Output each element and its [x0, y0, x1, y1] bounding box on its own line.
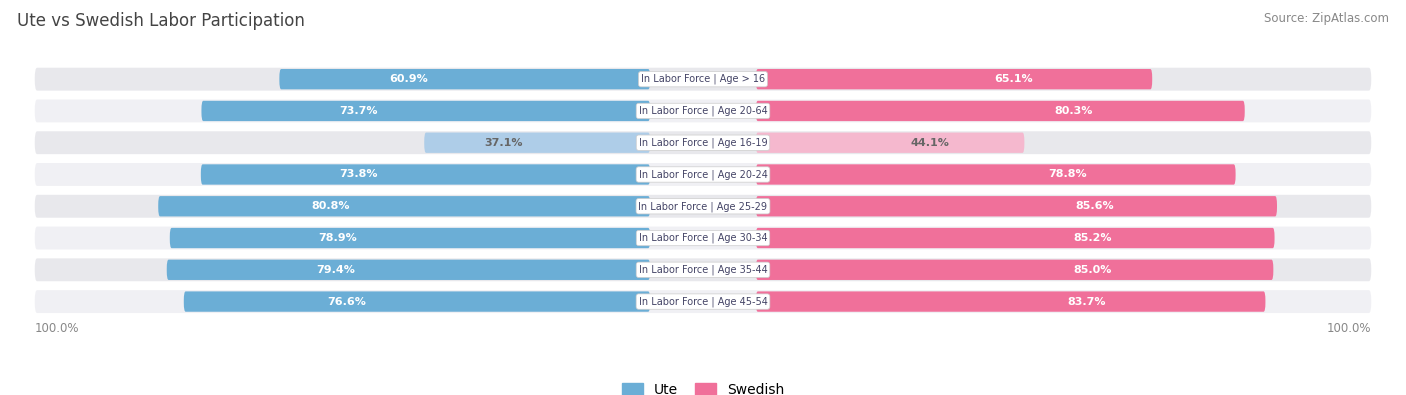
Text: 100.0%: 100.0%: [1327, 322, 1371, 335]
Text: In Labor Force | Age 45-54: In Labor Force | Age 45-54: [638, 296, 768, 307]
Legend: Ute, Swedish: Ute, Swedish: [621, 383, 785, 395]
FancyBboxPatch shape: [756, 260, 1274, 280]
FancyBboxPatch shape: [756, 292, 1265, 312]
FancyBboxPatch shape: [425, 133, 650, 153]
Text: In Labor Force | Age > 16: In Labor Force | Age > 16: [641, 74, 765, 85]
Text: 85.2%: 85.2%: [1074, 233, 1112, 243]
Text: In Labor Force | Age 35-44: In Labor Force | Age 35-44: [638, 265, 768, 275]
FancyBboxPatch shape: [35, 131, 1371, 154]
Text: In Labor Force | Age 16-19: In Labor Force | Age 16-19: [638, 137, 768, 148]
FancyBboxPatch shape: [756, 196, 1277, 216]
FancyBboxPatch shape: [35, 68, 1371, 90]
FancyBboxPatch shape: [35, 195, 1371, 218]
FancyBboxPatch shape: [756, 101, 1244, 121]
FancyBboxPatch shape: [756, 164, 1236, 184]
Text: 73.7%: 73.7%: [339, 106, 378, 116]
Text: 79.4%: 79.4%: [316, 265, 356, 275]
Text: 65.1%: 65.1%: [994, 74, 1033, 84]
Text: 100.0%: 100.0%: [35, 322, 79, 335]
Text: 85.6%: 85.6%: [1076, 201, 1114, 211]
Text: 76.6%: 76.6%: [328, 297, 367, 307]
Text: 80.3%: 80.3%: [1054, 106, 1092, 116]
FancyBboxPatch shape: [167, 260, 650, 280]
FancyBboxPatch shape: [35, 258, 1371, 281]
FancyBboxPatch shape: [159, 196, 650, 216]
Text: Source: ZipAtlas.com: Source: ZipAtlas.com: [1264, 12, 1389, 25]
Text: 78.8%: 78.8%: [1049, 169, 1087, 179]
Text: 85.0%: 85.0%: [1073, 265, 1111, 275]
Text: 37.1%: 37.1%: [484, 138, 523, 148]
FancyBboxPatch shape: [280, 69, 650, 89]
Text: 73.8%: 73.8%: [339, 169, 377, 179]
Text: 44.1%: 44.1%: [911, 138, 950, 148]
Text: In Labor Force | Age 25-29: In Labor Force | Age 25-29: [638, 201, 768, 211]
FancyBboxPatch shape: [35, 290, 1371, 313]
Text: Ute vs Swedish Labor Participation: Ute vs Swedish Labor Participation: [17, 12, 305, 30]
Text: 78.9%: 78.9%: [319, 233, 357, 243]
FancyBboxPatch shape: [201, 101, 650, 121]
FancyBboxPatch shape: [756, 69, 1152, 89]
Text: In Labor Force | Age 20-24: In Labor Force | Age 20-24: [638, 169, 768, 180]
FancyBboxPatch shape: [35, 100, 1371, 122]
FancyBboxPatch shape: [184, 292, 650, 312]
Text: 60.9%: 60.9%: [389, 74, 429, 84]
FancyBboxPatch shape: [170, 228, 650, 248]
FancyBboxPatch shape: [201, 164, 650, 184]
FancyBboxPatch shape: [756, 133, 1025, 153]
FancyBboxPatch shape: [756, 228, 1275, 248]
Text: In Labor Force | Age 30-34: In Labor Force | Age 30-34: [638, 233, 768, 243]
Text: 83.7%: 83.7%: [1067, 297, 1107, 307]
FancyBboxPatch shape: [35, 227, 1371, 250]
Text: 80.8%: 80.8%: [311, 201, 350, 211]
Text: In Labor Force | Age 20-64: In Labor Force | Age 20-64: [638, 106, 768, 116]
FancyBboxPatch shape: [35, 163, 1371, 186]
